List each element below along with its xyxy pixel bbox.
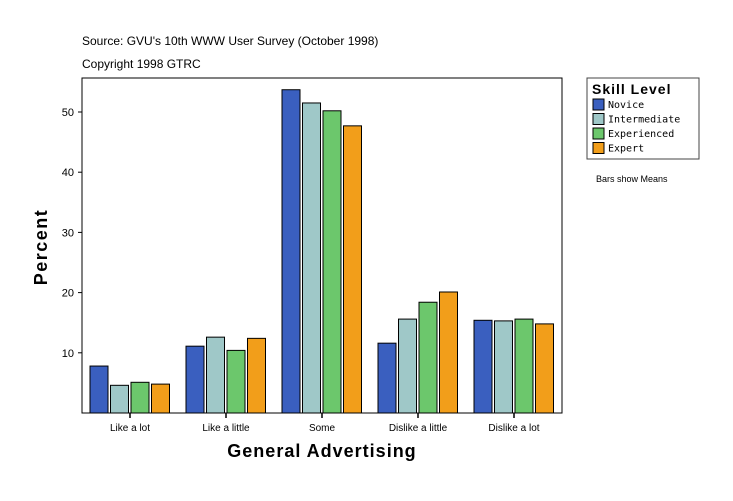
y-tick-label: 50 xyxy=(62,107,74,119)
legend-label-expert: Expert xyxy=(608,144,644,155)
legend-title: Skill Level xyxy=(592,81,671,97)
copyright-note: Copyright 1998 GTRC xyxy=(82,57,201,71)
bar-experienced-some xyxy=(322,110,342,414)
legend-swatch-experienced xyxy=(592,127,605,140)
bar-intermediate-dislike-a-little xyxy=(398,318,417,414)
bar-novice-some xyxy=(281,89,301,414)
bar-intermediate-dislike-a-lot xyxy=(494,320,513,414)
footnote: Bars show Means xyxy=(596,174,668,184)
source-note: Source: GVU's 10th WWW User Survey (Octo… xyxy=(82,34,378,48)
y-tick-label: 40 xyxy=(62,167,74,179)
x-tick-label: Like a lot xyxy=(110,423,150,434)
legend-label-intermediate: Intermediate xyxy=(608,115,680,126)
bar-expert-some xyxy=(343,125,362,414)
bar-experienced-dislike-a-lot xyxy=(514,318,534,414)
bar-expert-dislike-a-lot xyxy=(535,323,554,414)
y-tick-label: 30 xyxy=(62,227,74,239)
bar-novice-dislike-a-little xyxy=(377,342,397,414)
bar-expert-like-a-little xyxy=(247,337,266,414)
bar-intermediate-like-a-lot xyxy=(110,384,129,414)
y-tick-label: 20 xyxy=(62,288,74,300)
legend-label-experienced: Experienced xyxy=(608,129,674,140)
bar-experienced-like-a-little xyxy=(226,349,246,414)
x-axis-label: General Advertising xyxy=(227,441,416,461)
legend-label-novice: Novice xyxy=(608,100,644,111)
bar-expert-dislike-a-little xyxy=(439,291,458,414)
bar-novice-like-a-lot xyxy=(89,365,109,414)
legend-box xyxy=(586,77,700,160)
x-tick-label: Dislike a little xyxy=(389,423,448,434)
y-tick-label: 10 xyxy=(62,348,74,360)
legend: Skill Level Novice Intermediate Experience… xyxy=(586,77,700,160)
y-axis-label: Percent xyxy=(31,209,51,286)
legend-swatch-intermediate xyxy=(592,113,605,125)
x-tick-label: Dislike a lot xyxy=(488,423,539,434)
x-tick-label: Like a little xyxy=(202,423,250,434)
x-tick-label: Some xyxy=(309,423,336,434)
bar-intermediate-some xyxy=(302,102,321,414)
bar-intermediate-like-a-little xyxy=(206,336,225,414)
bar-novice-dislike-a-lot xyxy=(473,319,493,414)
bar-experienced-like-a-lot xyxy=(130,381,150,414)
bar-novice-like-a-little xyxy=(185,345,205,414)
bar-expert-like-a-lot xyxy=(151,383,170,414)
legend-swatch-expert xyxy=(592,142,605,154)
legend-swatch-novice xyxy=(592,98,605,111)
bar-experienced-dislike-a-little xyxy=(418,301,438,414)
